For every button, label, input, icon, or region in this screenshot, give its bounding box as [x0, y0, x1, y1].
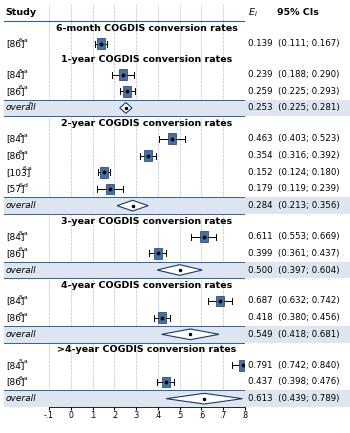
Text: 6,a: 6,a [19, 85, 29, 90]
Text: 0.418  (0.380; 0.456): 0.418 (0.380; 0.456) [248, 313, 340, 322]
Bar [245, 326, 350, 343]
Text: [103]: [103] [6, 168, 30, 177]
Bar [200, 231, 208, 242]
Bar [4, 326, 49, 343]
Text: 0.139  (0.111; 0.167): 0.139 (0.111; 0.167) [248, 39, 340, 48]
Text: 6,a: 6,a [19, 311, 29, 317]
Text: [84]: [84] [6, 361, 24, 370]
Text: 0.284  (0.213; 0.356): 0.284 (0.213; 0.356) [248, 201, 340, 210]
Text: 0.179  (0.119; 0.239): 0.179 (0.119; 0.239) [248, 184, 339, 194]
Bar [245, 100, 350, 116]
Text: 5,a: 5,a [19, 359, 29, 364]
Text: 0.611  (0.553; 0.669): 0.611 (0.553; 0.669) [248, 232, 340, 241]
Text: [86]: [86] [6, 87, 24, 96]
Text: F: F [29, 102, 32, 107]
Text: [84]: [84] [6, 70, 24, 79]
Text: Study: Study [6, 8, 37, 17]
Bar [106, 184, 114, 194]
Text: [84]: [84] [6, 297, 24, 305]
Bar [49, 390, 245, 407]
Text: overall: overall [6, 103, 36, 113]
Text: 5,a: 5,a [19, 68, 29, 73]
Bar [4, 100, 49, 116]
Bar [49, 197, 245, 214]
Text: 5,a: 5,a [19, 132, 29, 138]
Text: 0.687  (0.632; 0.742): 0.687 (0.632; 0.742) [248, 297, 340, 305]
Bar [4, 390, 49, 407]
Bar [49, 326, 245, 343]
Text: [57]: [57] [6, 184, 24, 194]
Text: 5,a: 5,a [19, 295, 29, 300]
Text: [86]: [86] [6, 313, 24, 322]
Text: 0.437  (0.398; 0.476): 0.437 (0.398; 0.476) [248, 378, 340, 387]
Bar [49, 262, 245, 278]
Text: 95% CIs: 95% CIs [277, 8, 319, 17]
Text: 0.500  (0.397; 0.604): 0.500 (0.397; 0.604) [248, 265, 340, 275]
Text: 6,a: 6,a [19, 149, 29, 155]
Bar [245, 197, 350, 214]
Bar [4, 262, 49, 278]
Text: [84]: [84] [6, 134, 24, 143]
Text: 0.549  (0.418; 0.681): 0.549 (0.418; 0.681) [248, 330, 340, 339]
Text: [84]: [84] [6, 232, 24, 241]
Text: overall: overall [6, 394, 36, 403]
Text: $E_i$: $E_i$ [248, 6, 258, 19]
Polygon shape [162, 329, 219, 339]
Bar [162, 377, 170, 387]
Text: 0.463  (0.403; 0.523): 0.463 (0.403; 0.523) [248, 134, 340, 143]
Text: 0.354  (0.316; 0.392): 0.354 (0.316; 0.392) [248, 151, 340, 160]
Bar [154, 248, 162, 259]
Text: [86]: [86] [6, 151, 24, 160]
Text: 6,a: 6,a [19, 247, 29, 252]
Bar [245, 262, 350, 278]
Bar [144, 150, 152, 161]
Text: 5,a: 5,a [19, 230, 29, 236]
Bar [97, 38, 105, 49]
Text: 6,a: 6,a [19, 376, 29, 381]
Text: 6,a: 6,a [22, 166, 32, 171]
Text: [86]: [86] [6, 39, 24, 48]
Bar [4, 197, 49, 214]
Polygon shape [117, 200, 148, 211]
Bar [216, 296, 224, 306]
Text: [86]: [86] [6, 249, 24, 258]
Text: 3-year COGDIS conversion rates: 3-year COGDIS conversion rates [62, 216, 232, 226]
Text: 0.152  (0.124; 0.180): 0.152 (0.124; 0.180) [248, 168, 340, 177]
Bar [49, 100, 245, 116]
Text: 4-year COGDIS conversion rates: 4-year COGDIS conversion rates [61, 281, 233, 290]
Text: 0.613  (0.439; 0.789): 0.613 (0.439; 0.789) [248, 394, 339, 403]
Bar [245, 390, 350, 407]
Bar [168, 133, 176, 144]
Text: 6,a: 6,a [19, 37, 29, 42]
Text: 6,d: 6,d [19, 183, 29, 188]
Text: 0.239  (0.188; 0.290): 0.239 (0.188; 0.290) [248, 70, 339, 79]
Text: 0.259  (0.225; 0.293): 0.259 (0.225; 0.293) [248, 87, 339, 96]
Text: 1-year COGDIS conversion rates: 1-year COGDIS conversion rates [61, 55, 233, 64]
Text: 0.399  (0.361; 0.437): 0.399 (0.361; 0.437) [248, 249, 339, 258]
Text: [86]: [86] [6, 378, 24, 387]
Text: overall: overall [6, 330, 36, 339]
Text: 2-year COGDIS conversion rates: 2-year COGDIS conversion rates [61, 119, 233, 128]
Bar [119, 69, 127, 80]
Bar [100, 167, 108, 178]
Text: >4-year COGDIS conversion rates: >4-year COGDIS conversion rates [57, 345, 237, 354]
Bar [158, 312, 166, 323]
Bar [239, 360, 247, 371]
Bar [123, 86, 131, 97]
Polygon shape [166, 393, 243, 404]
Text: 0.791  (0.742; 0.840): 0.791 (0.742; 0.840) [248, 361, 340, 370]
Polygon shape [157, 265, 202, 275]
Text: overall: overall [6, 201, 36, 210]
Text: overall: overall [6, 265, 36, 275]
Text: 6-month COGDIS conversion rates: 6-month COGDIS conversion rates [56, 24, 238, 32]
Text: 0.253  (0.225; 0.281): 0.253 (0.225; 0.281) [248, 103, 340, 113]
Polygon shape [120, 103, 132, 113]
